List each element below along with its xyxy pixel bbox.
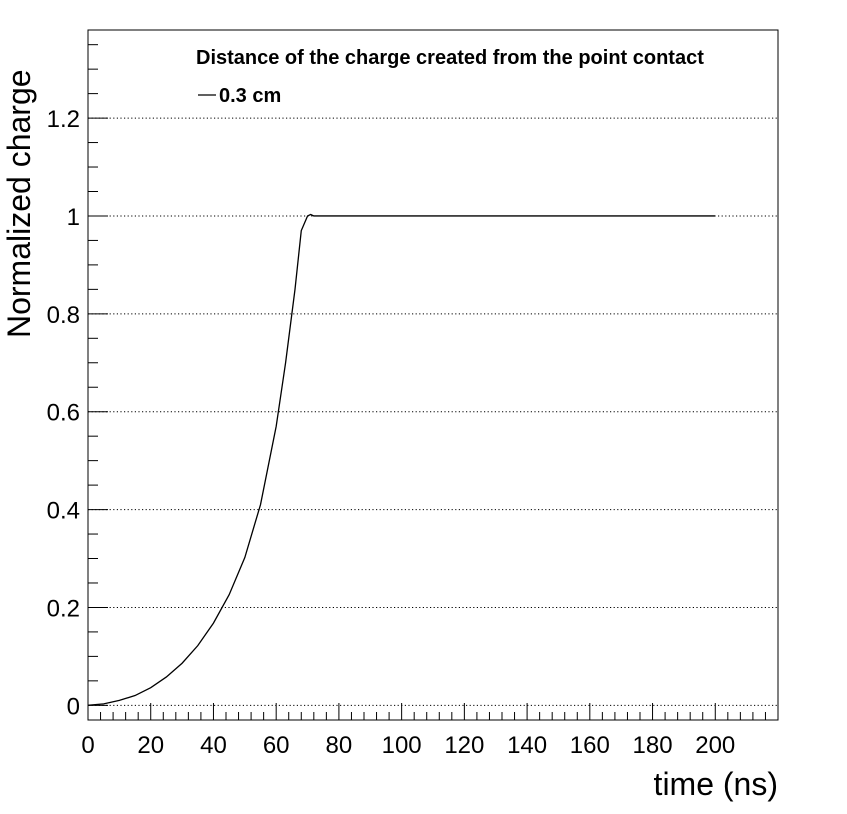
x-tick-label: 120: [444, 732, 484, 759]
x-tick-label: 160: [570, 732, 610, 759]
y-tick-label: 0.8: [47, 302, 80, 329]
y-tick-label: 0.6: [47, 400, 80, 427]
y-tick-label: 0.2: [47, 595, 80, 622]
series-group: [87, 213, 716, 706]
plot-frame: [87, 29, 779, 721]
legend: Distance of the charge created from the …: [196, 47, 704, 107]
x-tick-label: 40: [200, 732, 227, 759]
x-tick-labels: 0 20 40 60 80 100 120 140 160 180 200: [81, 732, 735, 759]
y-tick-label: 0: [67, 693, 80, 720]
x-tick-label: 60: [263, 732, 290, 759]
x-tick-label: 140: [507, 732, 547, 759]
x-tick-label: 200: [695, 732, 735, 759]
x-tick-label: 100: [382, 732, 422, 759]
legend-entry-label: 0.3 cm: [219, 85, 281, 107]
y-tick-label: 0.4: [47, 498, 80, 525]
x-tick-label: 0: [81, 732, 94, 759]
legend-title: Distance of the charge created from the …: [196, 47, 704, 69]
x-tick-label: 20: [137, 732, 164, 759]
y-axis-title: Normalized charge: [1, 69, 37, 338]
y-tick-label: 1.2: [47, 106, 80, 133]
x-tick-label: 180: [633, 732, 673, 759]
grid-lines: [88, 117, 778, 706]
y-axis-ticks: [88, 44, 108, 706]
y-tick-labels: 0 0.2 0.4 0.6 0.8 1 1.2: [47, 106, 80, 720]
y-tick-label: 1: [67, 204, 80, 231]
x-axis-title: time (ns): [654, 766, 778, 802]
x-axis-ticks: [87, 703, 779, 720]
x-tick-label: 80: [326, 732, 353, 759]
series-line: [87, 213, 716, 706]
